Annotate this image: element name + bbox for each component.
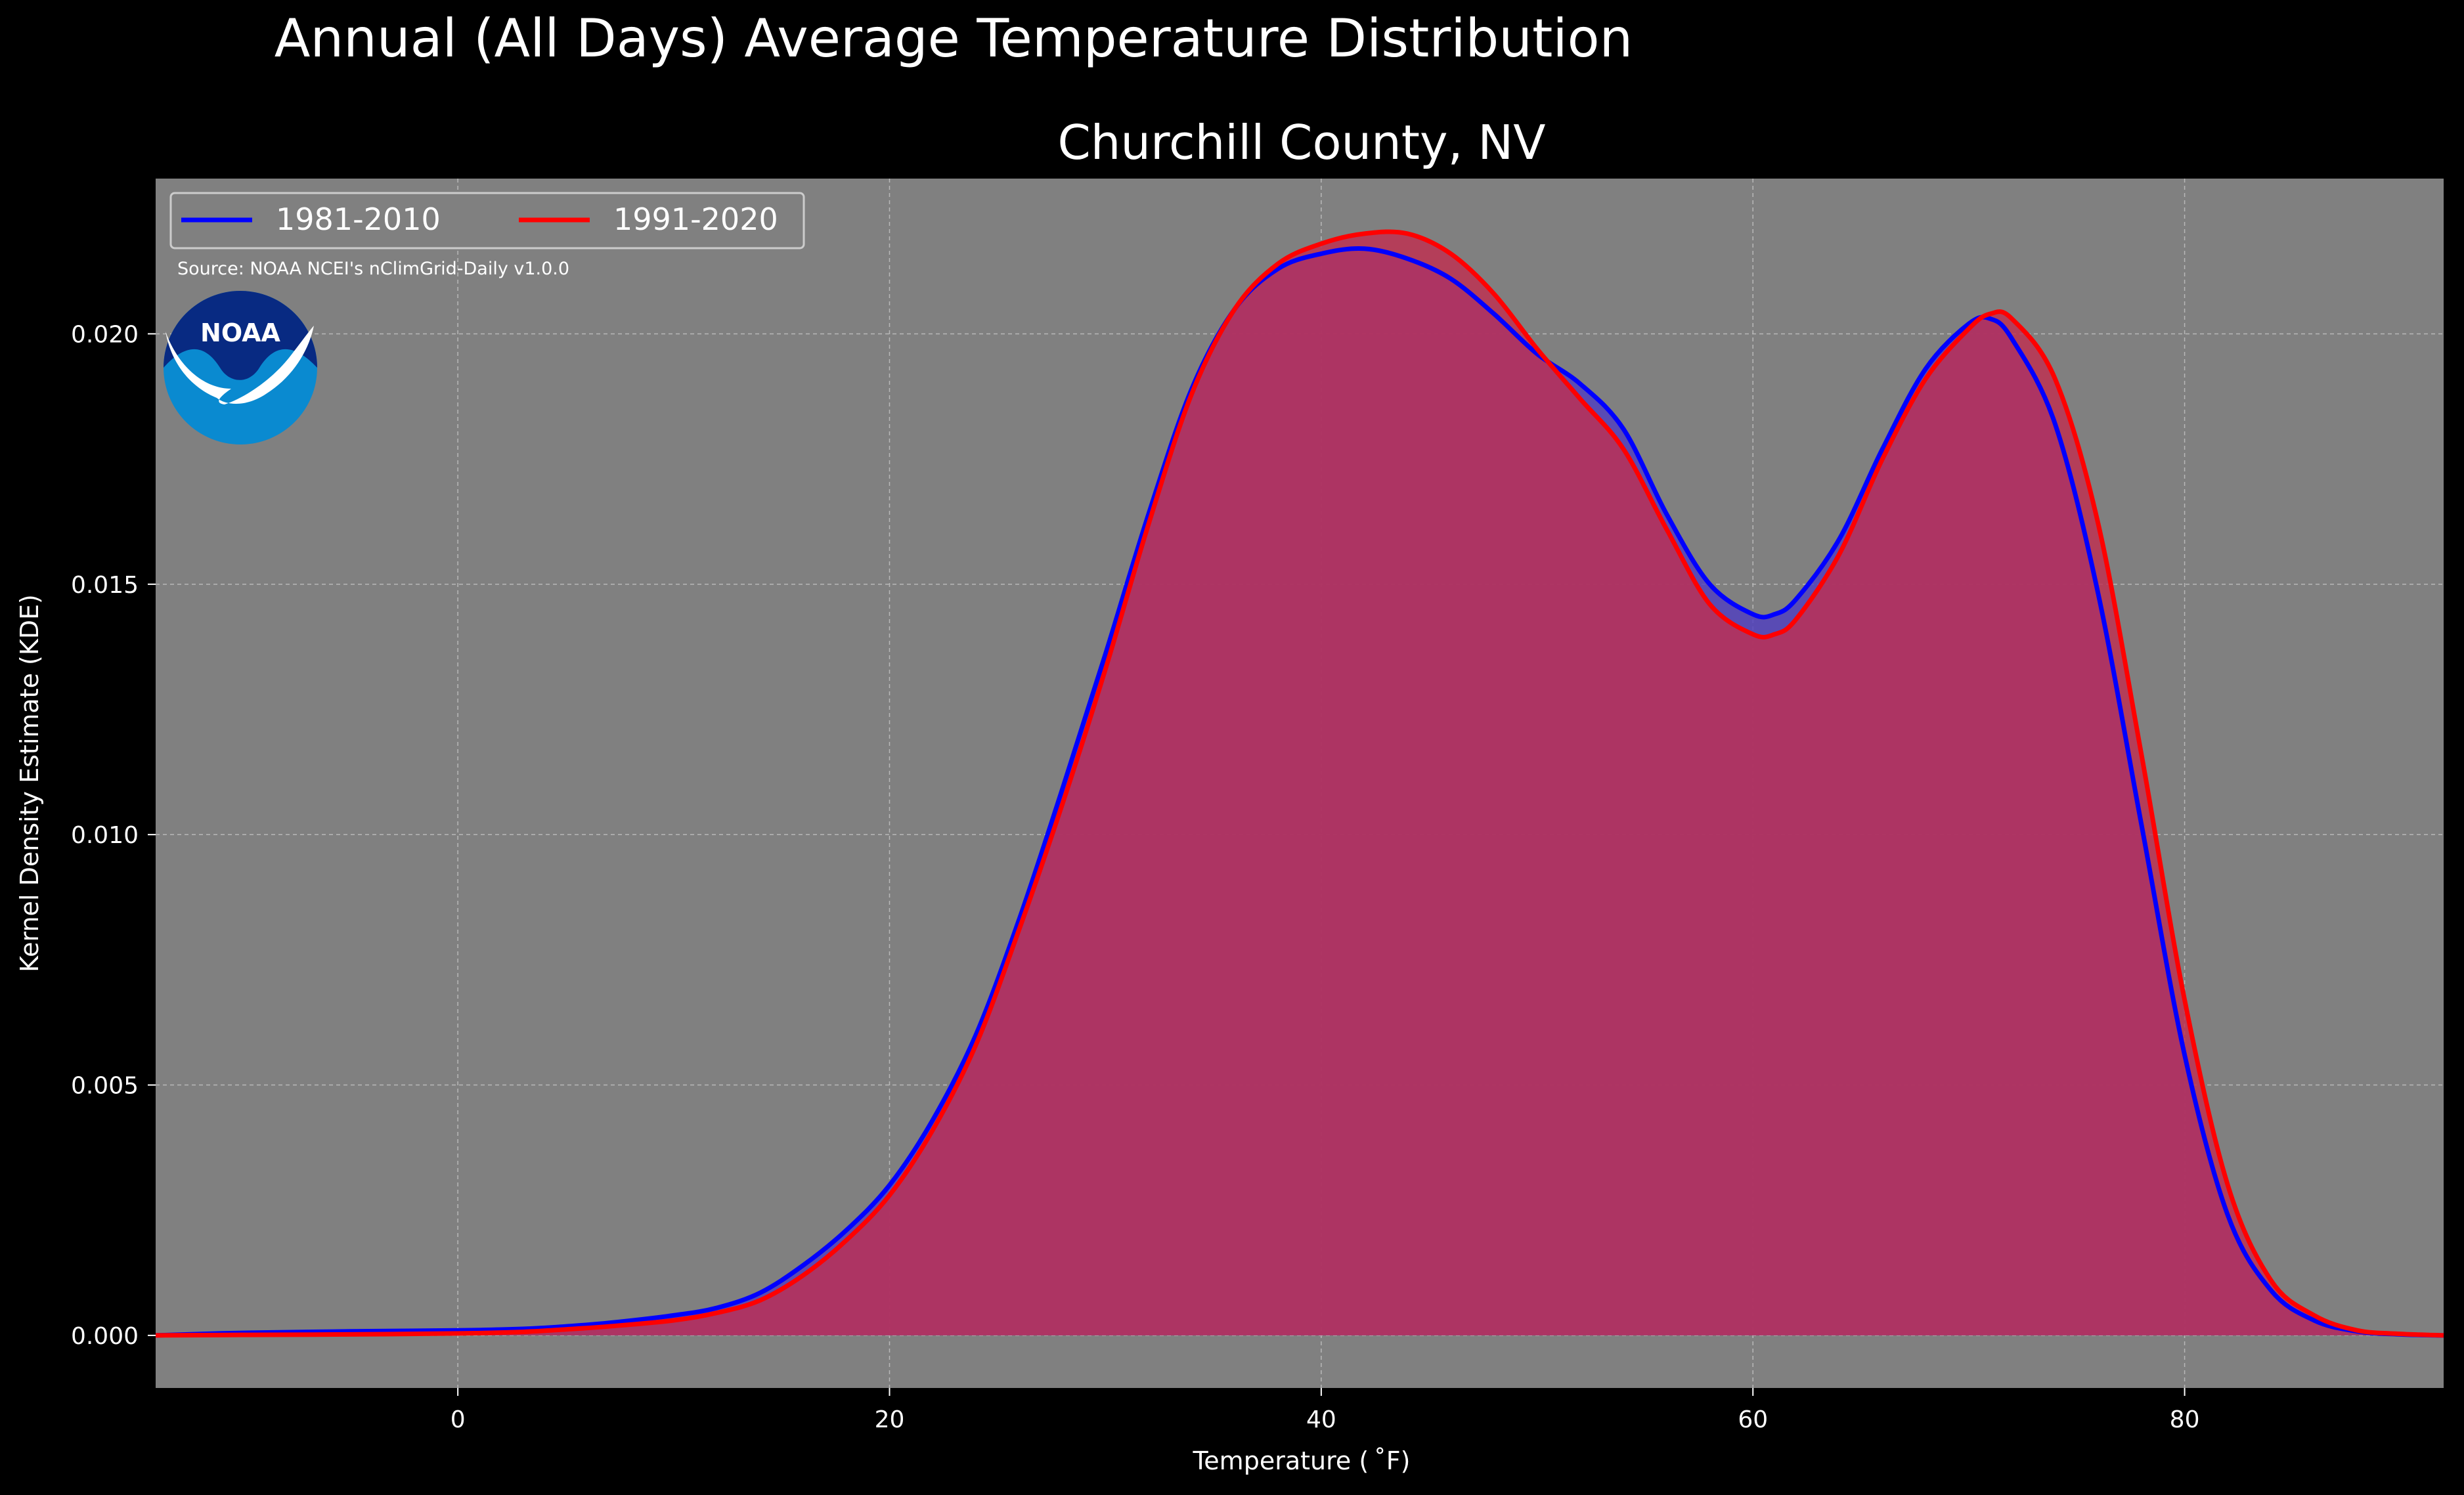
noaa-logo-icon: NOAA [164,291,317,444]
tick-layer: 0 20 40 60 80 0.000 0.005 0.010 0.015 0.020 [71,321,2200,1433]
x-tick-label: 20 [875,1406,905,1433]
y-axis-label: Kernel Density Estimate (KDE) [15,594,44,972]
x-axis-label: Temperature ( ˚F) [1193,1446,1411,1475]
legend-label-1991-2020: 1991-2020 [613,202,778,237]
chart-title: Annual (All Days) Average Temperature Di… [275,8,1633,69]
area-layer [156,231,2444,1335]
source-note: Source: NOAA NCEI's nClimGrid-Daily v1.0… [177,259,569,279]
y-tick-label: 0.010 [71,822,139,849]
logo-text: NOAA [200,318,280,347]
x-tick-label: 80 [2170,1406,2200,1433]
line-layer [155,229,2444,1338]
y-tick-label: 0.005 [71,1073,139,1100]
area-1991-2020 [156,231,2444,1335]
x-tick-label: 0 [451,1406,466,1433]
x-tick-label: 60 [1738,1406,1768,1433]
x-tick-label: 40 [1306,1406,1336,1433]
y-tick-label: 0.020 [71,321,139,348]
y-tick-label: 0.000 [71,1323,139,1350]
legend: 1981-2010 1991-2020 [169,192,805,249]
legend-frame [169,192,805,249]
chart-subtitle: Churchill County, NV [1058,115,1546,170]
line-1981-2010 [155,246,2444,1338]
y-tick-label: 0.015 [71,572,139,599]
line-1991-2020 [155,229,2444,1338]
legend-label-1981-2010: 1981-2010 [276,202,441,237]
